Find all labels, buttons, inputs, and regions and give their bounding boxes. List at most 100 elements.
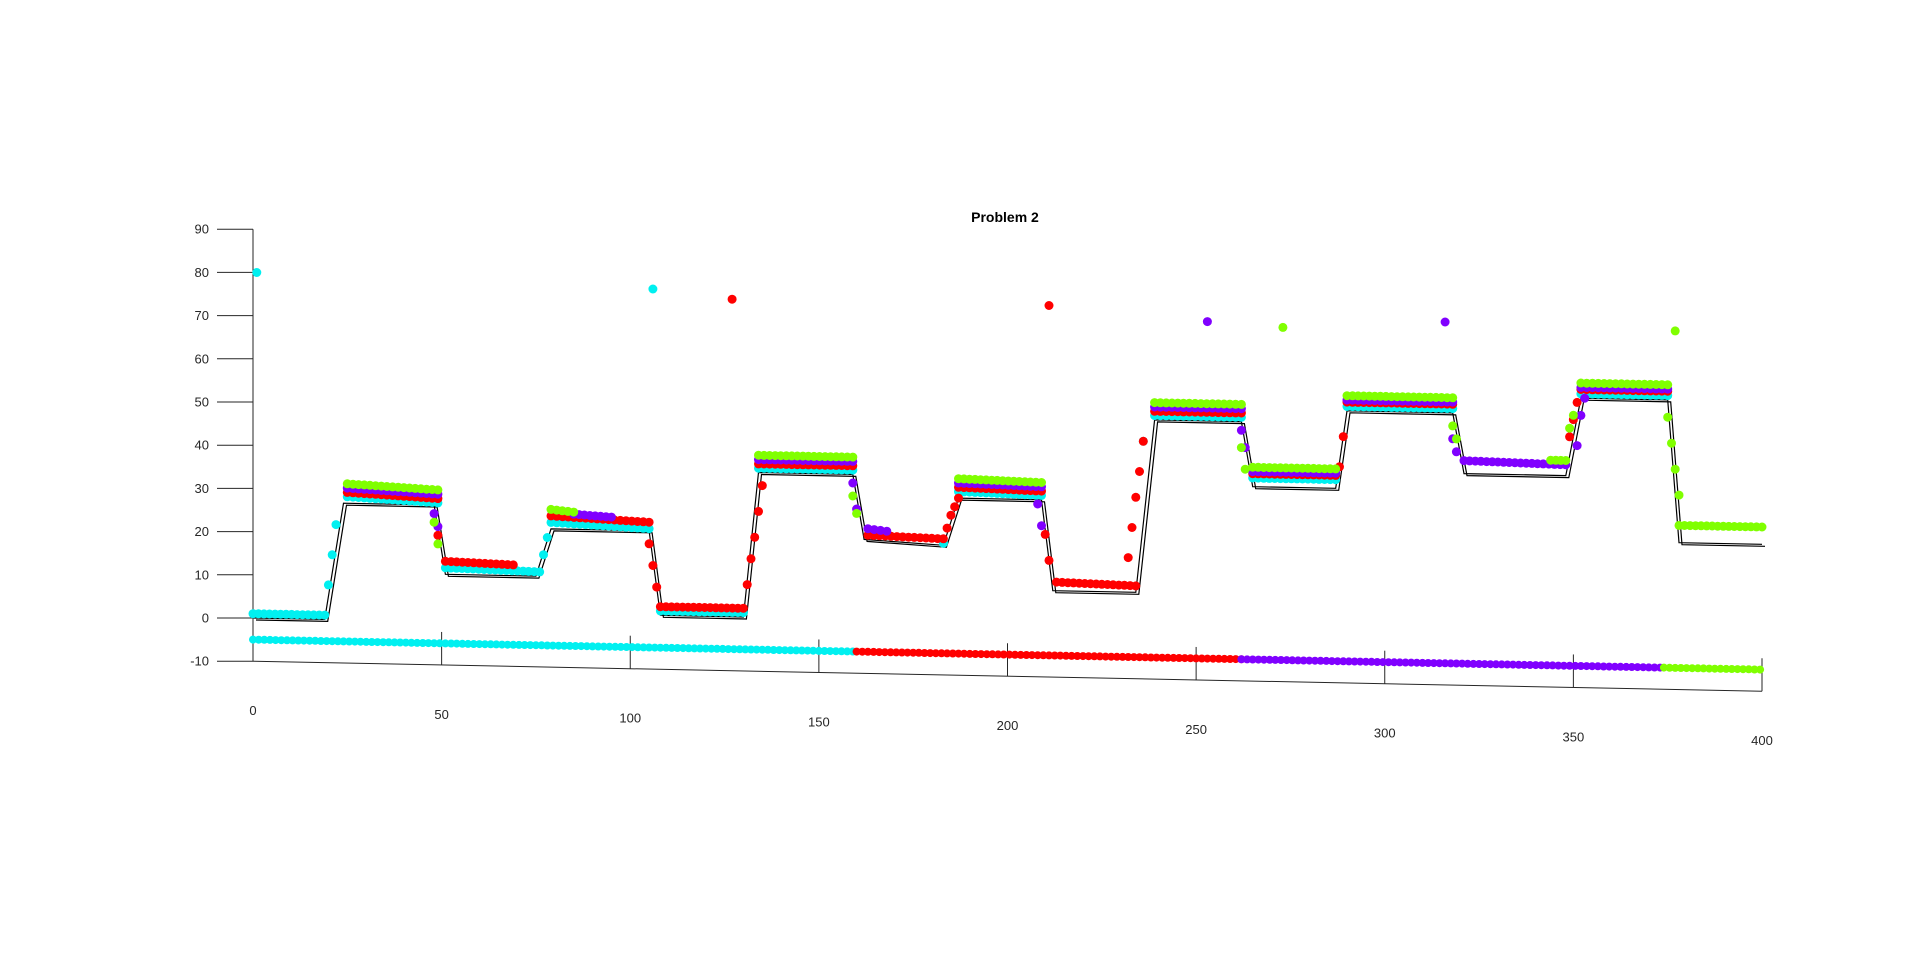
time-bar-point [1503, 660, 1512, 669]
time-bar-point [316, 637, 325, 645]
outlier-point [1278, 322, 1288, 332]
data-point [1448, 421, 1458, 431]
time-bar-point [1045, 651, 1053, 660]
x-tick-label: 200 [997, 718, 1019, 733]
time-bar-point [1311, 656, 1319, 665]
time-bar-point [1243, 655, 1252, 664]
time-bar-point [1197, 654, 1206, 663]
time-bar-point [1429, 659, 1438, 668]
time-bar-point [367, 638, 376, 646]
time-bar-point [1644, 663, 1653, 672]
time-bar-point [1163, 653, 1172, 662]
time-bar-point [531, 641, 540, 650]
time-bar-point [1005, 650, 1014, 659]
x-tick-label: 300 [1374, 726, 1396, 741]
time-bar-point [1169, 653, 1178, 662]
time-bar-point [1158, 653, 1167, 662]
time-bar-point [1497, 660, 1506, 669]
time-bar-point [1688, 664, 1697, 673]
time-bar-point [350, 637, 359, 646]
time-bar-point [1056, 651, 1065, 660]
time-bar-point [820, 647, 829, 655]
data-point [652, 582, 662, 592]
y-tick-label: 70 [195, 308, 209, 323]
time-bar-point [1367, 657, 1376, 666]
data-point [644, 517, 654, 527]
time-bar-point [1248, 655, 1257, 664]
time-bar-point [960, 649, 969, 658]
data-point [1451, 434, 1461, 444]
time-bar-point [1492, 660, 1500, 669]
time-bar-point [1610, 662, 1619, 671]
data-point [1236, 425, 1246, 435]
time-bar-point [684, 644, 693, 653]
time-bar-point [1676, 664, 1685, 672]
time-bar-point [875, 648, 884, 657]
time-bar-point [628, 643, 637, 652]
data-point [508, 560, 518, 570]
time-bar-point [611, 642, 620, 651]
time-bar-point [880, 648, 889, 657]
data-point [1448, 393, 1458, 403]
data-point [1670, 464, 1680, 474]
time-bar-point [988, 650, 997, 659]
x-tick-label: 400 [1751, 733, 1773, 748]
time-bar-point [797, 646, 806, 655]
time-bar-point [1214, 654, 1223, 663]
y-tick-label: 30 [195, 481, 209, 496]
data-point [946, 510, 956, 520]
time-bar-point [1633, 663, 1642, 672]
time-bar-point [503, 640, 512, 649]
time-bar-point [1582, 662, 1591, 671]
time-bar-point [792, 646, 801, 655]
time-bar-point [903, 648, 912, 657]
time-bar-point [1260, 655, 1268, 664]
time-bar-point [1418, 658, 1427, 667]
time-bar-point [1548, 661, 1557, 670]
time-bar-point [622, 643, 631, 651]
x-tick-label: 0 [249, 703, 256, 718]
time-bar-point [356, 637, 365, 646]
series-points [248, 268, 1767, 620]
time-bar-point [616, 642, 625, 651]
data-point [750, 532, 760, 542]
time-bar-point [1554, 661, 1563, 670]
time-bar-point [362, 637, 371, 646]
time-bar-point [1588, 662, 1597, 671]
outlier-point [1670, 326, 1680, 336]
data-point [648, 561, 658, 570]
data-point [1044, 555, 1054, 565]
data-point [429, 517, 439, 527]
time-bar-point [869, 647, 878, 656]
time-bar-point [1039, 651, 1048, 660]
series-purple [342, 317, 1673, 536]
time-bar-point [582, 642, 591, 651]
time-bar-point [1671, 663, 1680, 672]
time-bar-point [1722, 664, 1731, 673]
y-tick-label: 40 [195, 438, 209, 453]
time-bar-point [1520, 660, 1529, 669]
time-bar-point [645, 643, 654, 652]
time-bar-point [1446, 659, 1455, 668]
time-bar-point [1090, 652, 1099, 661]
data-point [644, 539, 654, 549]
time-bar-point [1605, 662, 1614, 671]
time-bar-point [1316, 656, 1325, 665]
data-point [848, 478, 858, 488]
time-bar-point [1559, 661, 1568, 670]
time-bar-point [311, 636, 320, 645]
time-bar-point [1710, 664, 1719, 673]
time-bar-point [758, 645, 767, 654]
time-bar-point [413, 638, 422, 647]
time-bar-point [1744, 665, 1753, 674]
data-point [1572, 397, 1582, 407]
time-bar-point [1356, 657, 1365, 666]
time-bar-point [1412, 658, 1421, 667]
series-green [342, 322, 1767, 549]
time-bar-point [1373, 658, 1382, 666]
data-point [1037, 521, 1046, 531]
y-tick-label: 60 [195, 351, 209, 366]
time-bar-point [1022, 651, 1031, 659]
time-bar-point [1622, 662, 1631, 671]
